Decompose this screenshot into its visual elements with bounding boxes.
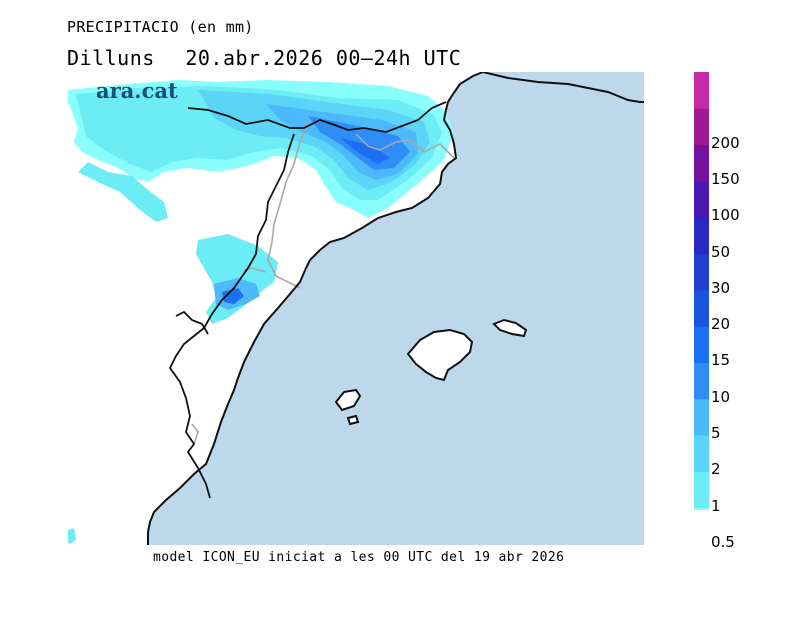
precipitation-legend — [694, 72, 709, 510]
frontier-line — [203, 133, 295, 329]
precip-southwest-15mm — [222, 288, 244, 304]
precipitation-map — [68, 72, 644, 545]
eivissa-island — [334, 388, 362, 412]
precip-small-patch — [68, 528, 76, 544]
map-title: PRECIPITACIO (en mm) — [67, 18, 254, 36]
mallorca-island — [406, 328, 474, 382]
period-label: 20.abr.2026 00–24h UTC — [185, 46, 462, 70]
precip-area-15mm — [340, 138, 390, 164]
frontier-line — [175, 310, 209, 335]
legend-label: 1 — [711, 496, 721, 515]
legend-swatch — [694, 362, 709, 400]
legend-swatch — [694, 435, 709, 472]
legend-swatch — [694, 289, 709, 327]
legend-label: 0.5 — [711, 532, 735, 551]
model-info: model ICON_EU iniciat a les 00 UTC del 1… — [153, 550, 565, 565]
legend-swatch — [694, 398, 709, 436]
map-subtitle: Dilluns 20.abr.2026 00–24h UTC — [67, 46, 479, 70]
precip-west-patch — [78, 162, 168, 222]
legend-label: 100 — [711, 206, 740, 225]
legend-label: 50 — [711, 242, 731, 261]
legend-swatch — [694, 72, 709, 109]
legend-label: 10 — [711, 387, 731, 406]
legend-swatch — [694, 253, 709, 291]
legend-swatch — [694, 471, 709, 509]
legend-swatch — [694, 326, 709, 363]
regional-border — [267, 121, 309, 289]
legend-swatch — [694, 507, 709, 510]
legend-label: 200 — [711, 133, 740, 152]
legend-label: 150 — [711, 169, 740, 188]
legend-swatch — [694, 144, 709, 182]
legend-swatch — [694, 108, 709, 146]
legend-label: 30 — [711, 278, 731, 297]
precipitation-field — [68, 80, 454, 544]
legend-swatch — [694, 180, 709, 218]
frontier-line — [168, 327, 211, 499]
coastline — [147, 72, 484, 545]
coastline — [482, 72, 644, 103]
regional-border — [355, 133, 455, 159]
formentera-island — [346, 414, 360, 426]
legend-swatch — [694, 217, 709, 255]
legend-label: 20 — [711, 315, 731, 334]
day-label: Dilluns — [67, 46, 155, 70]
pyrenees-border — [187, 101, 447, 133]
legend-label: 2 — [711, 460, 721, 479]
regional-border — [191, 423, 199, 445]
menorca-island — [492, 318, 528, 338]
ara-cat-logo: ara.cat — [96, 78, 178, 103]
legend-label: 15 — [711, 351, 731, 370]
legend-label: 5 — [711, 424, 721, 442]
